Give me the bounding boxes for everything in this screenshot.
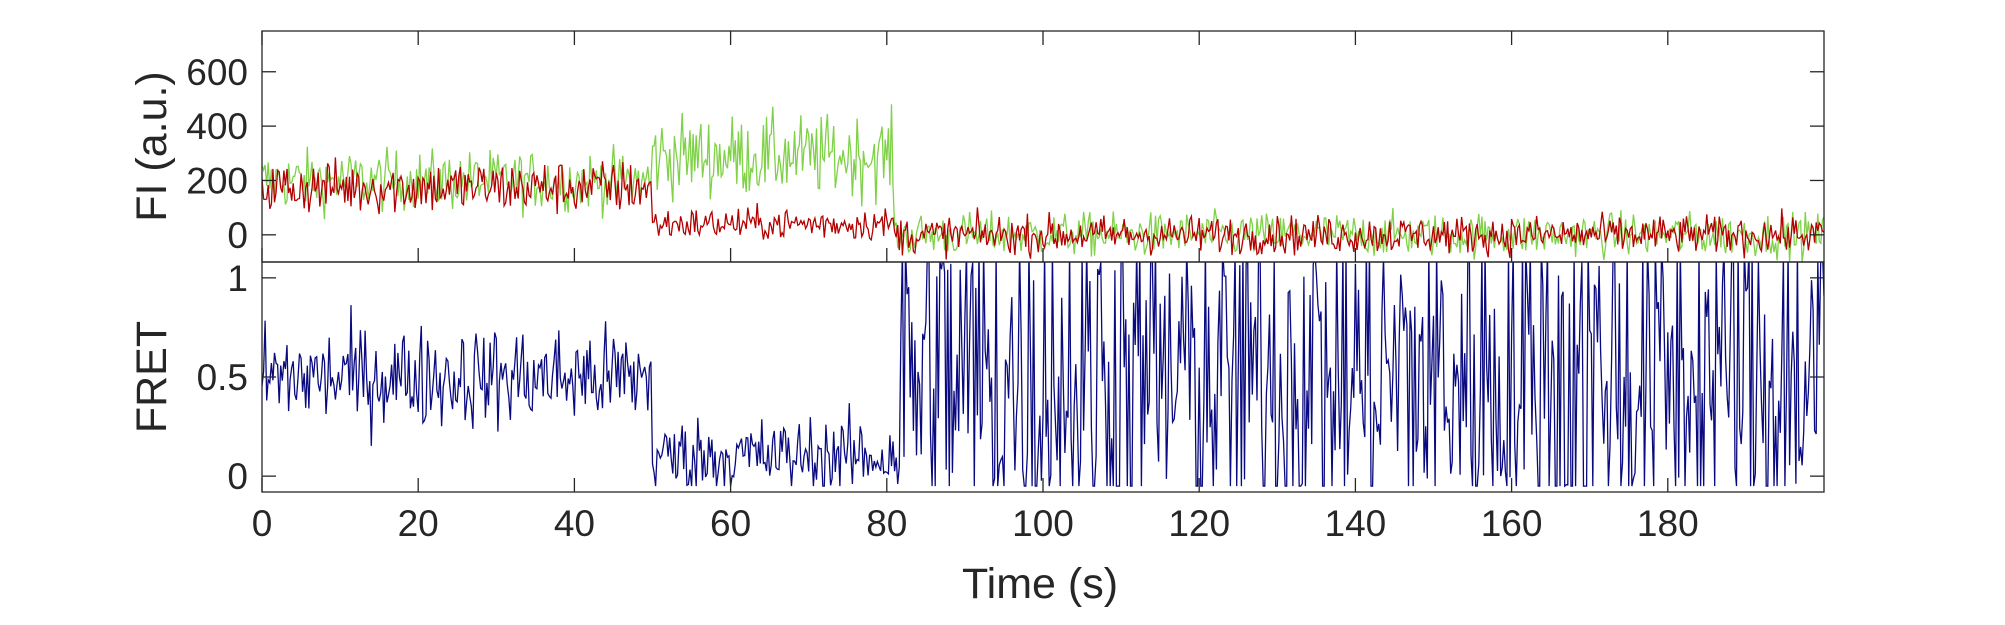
fluorescence-y-ticks: 0 200 400 600 xyxy=(186,52,1824,256)
y-tick-label: 600 xyxy=(186,52,248,93)
trace-line-2 xyxy=(262,157,1824,260)
y-tick-label: 200 xyxy=(186,160,248,201)
fret-y-ticks: 00.51 xyxy=(197,258,1824,497)
x-tick-label: 140 xyxy=(1325,503,1387,544)
x-tick-label: 180 xyxy=(1637,503,1699,544)
time-x-axis-label: Time (s) xyxy=(962,560,1118,608)
x-tick-label: 40 xyxy=(554,503,595,544)
trace-line-1 xyxy=(262,104,1824,262)
x-tick-label: 120 xyxy=(1168,503,1230,544)
fluorescence-axes-frame xyxy=(261,30,1825,263)
x-tick-label: 0 xyxy=(252,503,273,544)
x-tick-label: 100 xyxy=(1012,503,1074,544)
y-tick-label: 0 xyxy=(227,456,248,497)
fret-y-axis-label: FRET xyxy=(128,321,176,433)
x-tick-label: 20 xyxy=(398,503,439,544)
y-tick-label: 400 xyxy=(186,106,248,147)
fluorescence-traces xyxy=(262,104,1824,262)
x-tick-label: 80 xyxy=(866,503,907,544)
y-tick-label: 0 xyxy=(227,215,248,256)
fluorescence-panel: 0 200 400 600 FI (a.u.) xyxy=(128,30,1825,263)
y-tick-label: 1 xyxy=(227,258,248,299)
y-tick-label: 0.5 xyxy=(197,357,248,398)
fret-panel: 00.51 0 20 40 60 80 100 120 140 160 180 FRET Time… xyxy=(128,31,1825,608)
trace-line-1 xyxy=(262,262,1824,488)
x-tick-label: 160 xyxy=(1481,503,1543,544)
fret-traces xyxy=(262,262,1824,488)
x-tick-label: 60 xyxy=(710,503,751,544)
fluorescence-y-axis-label: FI (a.u.) xyxy=(128,71,176,222)
time-x-ticks: 0 20 40 60 80 100 120 140 160 180 xyxy=(252,31,1699,544)
